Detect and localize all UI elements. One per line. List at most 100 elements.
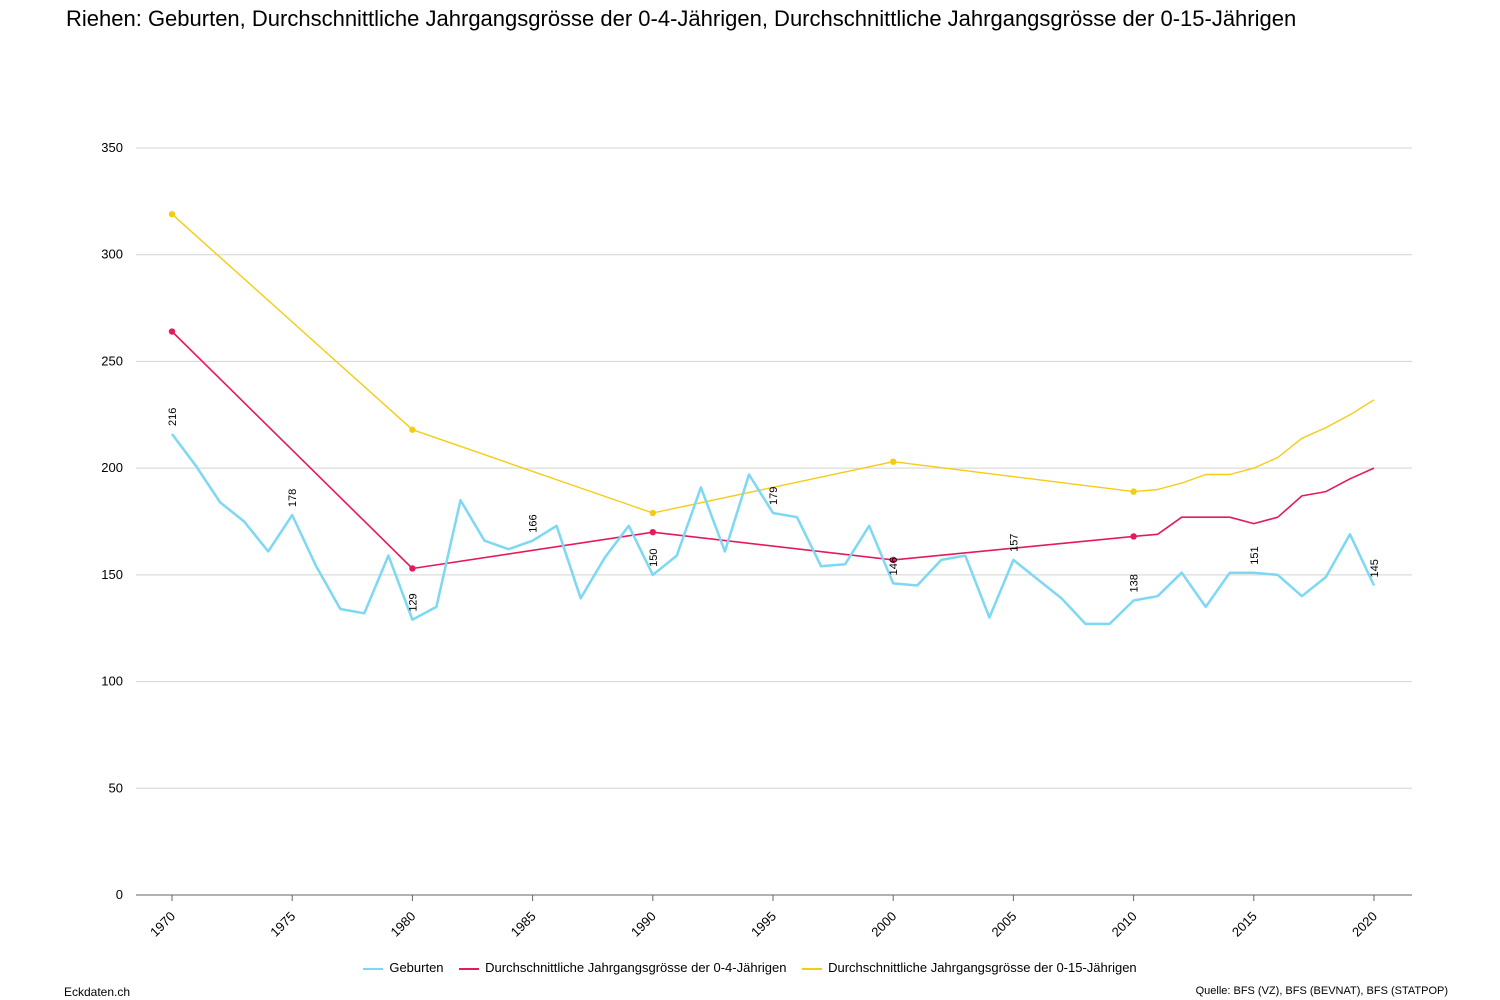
- legend-item-0-4[interactable]: Durchschnittliche Jahrgangsgrösse der 0-…: [459, 960, 786, 975]
- data-point-1: [1373, 467, 1375, 469]
- legend-label-0-4: Durchschnittliche Jahrgangsgrösse der 0-…: [485, 960, 787, 975]
- y-tick-label: 350: [101, 140, 123, 155]
- legend-swatch-geburten: [363, 967, 384, 970]
- data-point-2: [1229, 473, 1231, 475]
- data-point-0: [1036, 578, 1038, 580]
- data-point-0: [748, 473, 750, 475]
- data-point-0: [1132, 599, 1134, 601]
- data-point-0: [604, 557, 606, 559]
- data-point-1: [168, 328, 176, 335]
- data-label-geburten: 166: [528, 514, 540, 532]
- data-point-0: [507, 548, 509, 550]
- data-point-0: [555, 525, 557, 527]
- legend-label-0-15: Durchschnittliche Jahrgangsgrösse der 0-…: [828, 960, 1137, 975]
- y-tick-label: 150: [101, 567, 123, 582]
- data-label-geburten: 129: [407, 593, 419, 611]
- data-point-2: [168, 210, 176, 218]
- y-tick-label: 50: [109, 780, 123, 795]
- chart-title: Riehen: Geburten, Durchschnittliche Jahr…: [66, 6, 1297, 31]
- x-tick-label: 1990: [628, 909, 659, 940]
- x-tick-label: 2000: [868, 909, 899, 940]
- data-labels: 216 178 129 166 150 179 146 157 138 151 145: [167, 408, 1381, 612]
- data-point-0: [1229, 572, 1231, 574]
- data-label-geburten: 216: [167, 408, 179, 426]
- data-point-1: [1253, 522, 1255, 524]
- data-point-0: [1084, 623, 1086, 625]
- data-point-0: [315, 565, 317, 567]
- data-point-0: [1277, 574, 1279, 576]
- data-point-0: [796, 516, 798, 518]
- data-point-0: [171, 433, 173, 435]
- data-point-0: [1060, 597, 1062, 599]
- data-point-0: [772, 512, 774, 514]
- data-point-0: [339, 608, 341, 610]
- data-point-0: [291, 514, 293, 516]
- data-point-2: [890, 458, 897, 465]
- data-point-0: [652, 574, 654, 576]
- x-tick-label: 1985: [508, 909, 539, 940]
- data-label-geburten: 178: [287, 489, 299, 507]
- x-tick-label: 2005: [988, 909, 1019, 940]
- data-point-0: [724, 550, 726, 552]
- data-point-2: [1130, 488, 1137, 495]
- data-point-0: [195, 465, 197, 467]
- data-point-0: [435, 606, 437, 608]
- data-point-2: [1301, 437, 1303, 439]
- x-tick-label: 1975: [267, 909, 298, 940]
- data-point-1: [1229, 516, 1231, 518]
- data-point-2: [1349, 414, 1351, 416]
- data-point-0: [483, 540, 485, 542]
- data-point-2: [1156, 488, 1158, 490]
- data-point-0: [820, 565, 822, 567]
- legend-label-geburten: Geburten: [389, 960, 444, 975]
- data-point-0: [916, 584, 918, 586]
- data-point-0: [531, 540, 533, 542]
- data-point-0: [363, 612, 365, 614]
- y-tick-label: 300: [101, 247, 123, 262]
- data-point-0: [676, 554, 678, 556]
- x-tick-label: 1970: [147, 909, 178, 940]
- data-point-1: [1180, 516, 1182, 518]
- y-tick-label: 0: [116, 887, 123, 902]
- data-point-0: [892, 582, 894, 584]
- data-point-2: [1325, 426, 1327, 428]
- series-lines: [168, 210, 1376, 626]
- data-point-0: [1156, 595, 1158, 597]
- data-label-geburten: 157: [1008, 534, 1020, 552]
- data-point-0: [1180, 572, 1182, 574]
- data-point-1: [1277, 516, 1279, 518]
- data-point-0: [1108, 623, 1110, 625]
- data-point-0: [579, 597, 581, 599]
- legend-swatch-0-4: [459, 967, 480, 970]
- legend: Geburten Durchschnittliche Jahrgangsgrös…: [0, 960, 1500, 975]
- data-point-0: [628, 525, 630, 527]
- axes: 0 50 100 150 200 250 300 350 1970 1975 1980 1985 199…: [101, 140, 1380, 940]
- legend-swatch-0-15: [802, 967, 823, 970]
- data-point-1: [1130, 533, 1137, 540]
- data-point-0: [1301, 595, 1303, 597]
- series-line-0: [171, 433, 1376, 626]
- data-label-geburten: 138: [1129, 574, 1141, 592]
- x-tick-label: 1980: [387, 909, 418, 940]
- data-point-1: [649, 528, 656, 536]
- data-point-2: [409, 426, 416, 433]
- data-point-2: [1253, 467, 1255, 469]
- data-point-0: [940, 559, 942, 561]
- data-point-0: [988, 616, 990, 618]
- data-point-2: [1277, 456, 1279, 458]
- legend-item-geburten[interactable]: Geburten: [363, 960, 444, 975]
- series-line-1: [171, 330, 1375, 570]
- data-label-geburten: 150: [648, 548, 660, 566]
- legend-item-0-15[interactable]: Durchschnittliche Jahrgangsgrösse der 0-…: [802, 960, 1137, 975]
- data-point-1: [409, 565, 416, 572]
- x-tick-label: 2015: [1229, 909, 1260, 940]
- data-point-0: [387, 554, 389, 556]
- data-point-1: [1325, 490, 1327, 492]
- data-label-geburten: 151: [1249, 546, 1261, 564]
- data-point-0: [1349, 533, 1351, 535]
- data-point-0: [1373, 584, 1375, 586]
- data-point-0: [1253, 572, 1255, 574]
- data-point-1: [1156, 533, 1158, 535]
- data-point-0: [1325, 576, 1327, 578]
- brand-label: Eckdaten.ch: [64, 985, 131, 999]
